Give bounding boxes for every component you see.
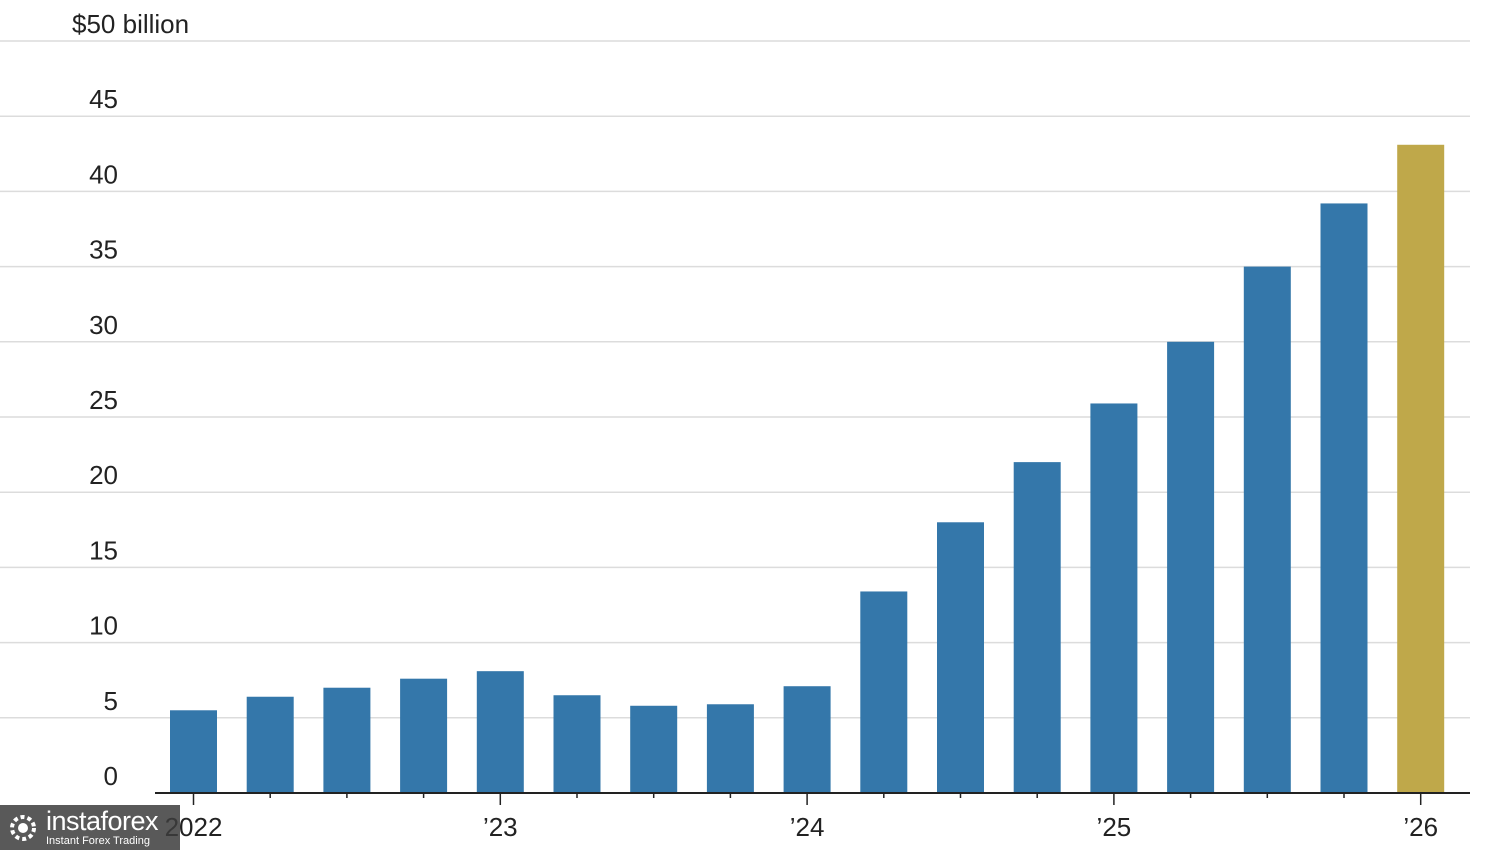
bar: [323, 687, 371, 793]
bar: [1243, 266, 1291, 794]
bar: [706, 704, 754, 793]
bar: [1320, 203, 1368, 793]
bar: [1013, 462, 1061, 793]
bar: [246, 696, 294, 793]
bar: [937, 522, 984, 793]
y-tick-label: 0: [104, 761, 118, 791]
bar: [1090, 403, 1138, 793]
y-tick-label: 45: [89, 84, 118, 114]
bar: [400, 678, 448, 793]
axis-labels: $50 billion4540353025201510502022’23’24’…: [72, 9, 1438, 842]
bar: [860, 591, 908, 793]
bar: [1397, 144, 1445, 793]
bar: [783, 686, 831, 793]
y-tick-label: 40: [89, 159, 118, 189]
bar: [170, 710, 217, 793]
y-tick-label: 5: [104, 686, 118, 716]
y-tick-label: 15: [89, 535, 118, 565]
watermark-text: instaforex Instant Forex Trading: [46, 806, 159, 847]
x-axis: [155, 792, 1470, 805]
bar: [553, 695, 601, 793]
bar: [1167, 341, 1215, 793]
y-tick-label: 30: [89, 310, 118, 340]
x-tick-label: ’23: [483, 812, 518, 842]
bars: [170, 144, 1445, 794]
watermark-tagline: Instant Forex Trading: [46, 835, 150, 847]
y-tick-label: 10: [89, 611, 118, 641]
instaforex-watermark: instaforex Instant Forex Trading: [0, 805, 180, 850]
y-tick-label: 35: [89, 235, 118, 265]
x-tick-label: ’24: [790, 812, 825, 842]
y-tick-label: 25: [89, 385, 118, 415]
watermark-brand: instaforex: [46, 806, 159, 836]
gridlines: [0, 40, 1470, 719]
bar: [630, 705, 678, 793]
gear-logo-icon: [10, 814, 36, 841]
x-tick-label: ’26: [1403, 812, 1438, 842]
bar: [476, 671, 524, 793]
y-tick-label: 20: [89, 460, 118, 490]
x-tick-label: ’25: [1097, 812, 1132, 842]
y-axis-unit-label: $50 billion: [72, 9, 189, 39]
